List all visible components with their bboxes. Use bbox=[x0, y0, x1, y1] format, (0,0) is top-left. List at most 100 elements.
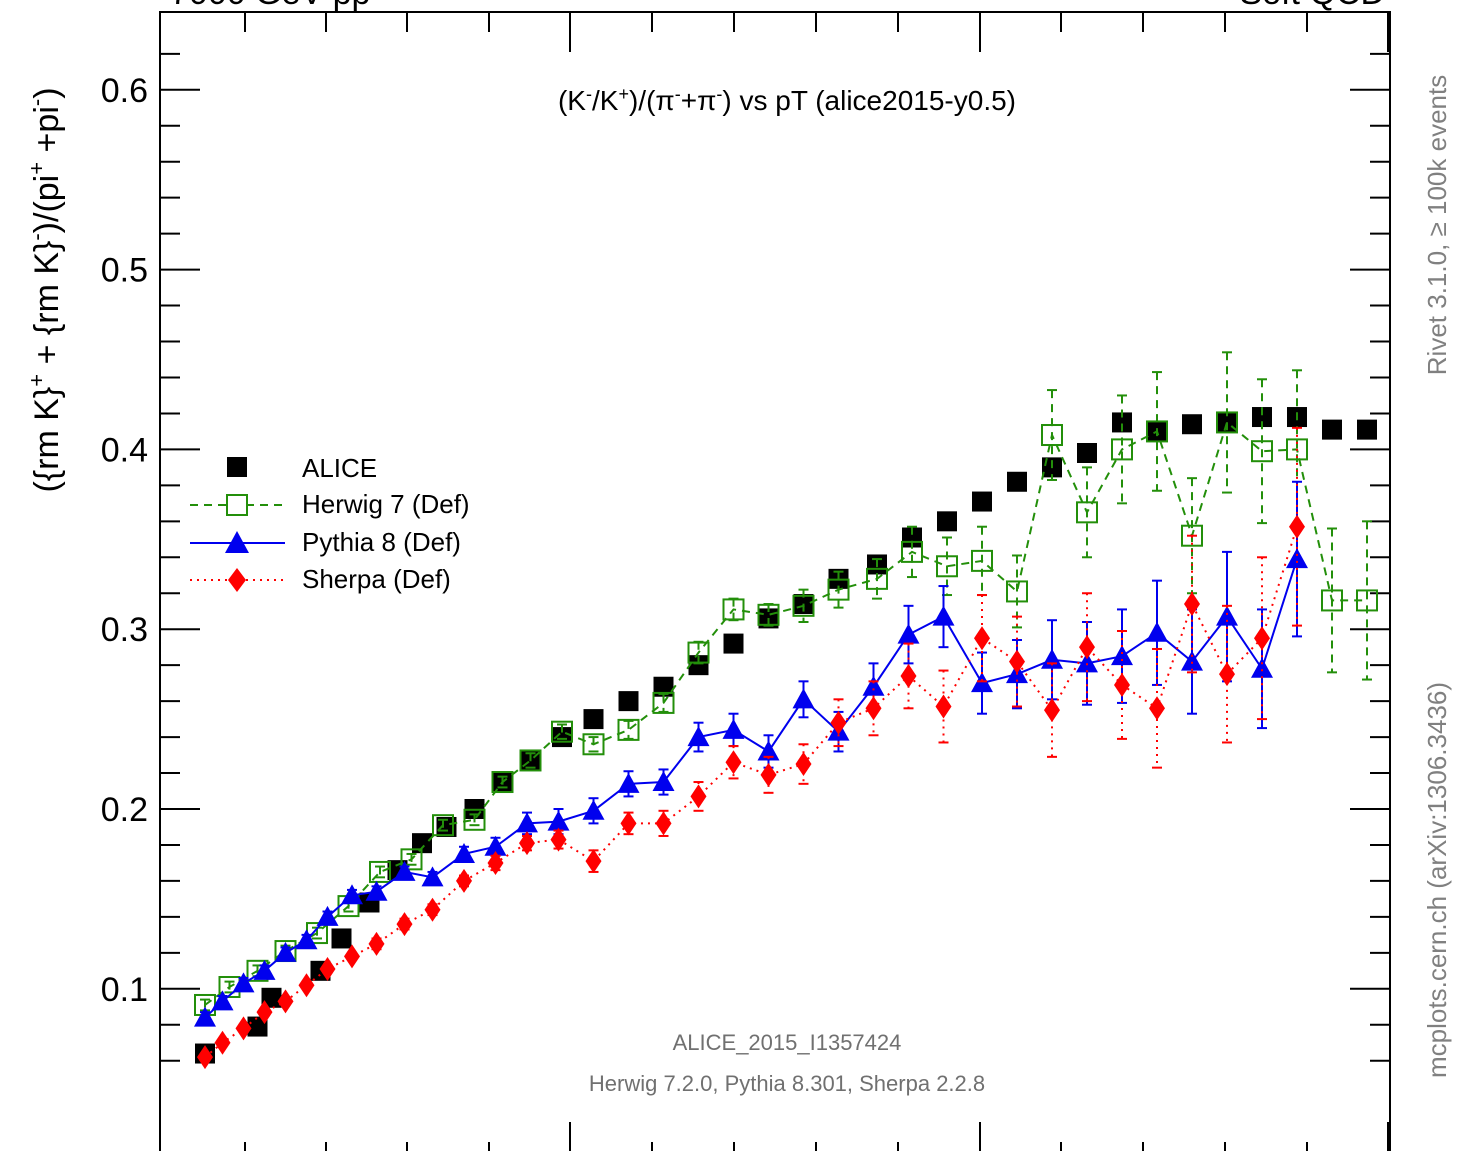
data-point bbox=[194, 1006, 216, 1027]
data-point bbox=[1286, 548, 1308, 569]
data-point bbox=[261, 987, 282, 1008]
data-point bbox=[1216, 605, 1238, 626]
data-point bbox=[1041, 648, 1063, 669]
data-point bbox=[1219, 662, 1235, 687]
data-point bbox=[1216, 411, 1238, 434]
data-point bbox=[519, 749, 542, 772]
data-point bbox=[1357, 419, 1377, 440]
mcplots-reference-text: mcplots.cern.ch (arXiv:1306.3436) bbox=[1422, 682, 1452, 1078]
data-point bbox=[516, 812, 538, 833]
data-point bbox=[582, 799, 605, 820]
legend-marker-herwig bbox=[226, 494, 248, 516]
data-point bbox=[1044, 698, 1060, 723]
data-point bbox=[1007, 471, 1027, 492]
data-point bbox=[341, 884, 363, 905]
data-point bbox=[1181, 524, 1203, 547]
data-point bbox=[463, 808, 486, 831]
data-point bbox=[618, 691, 639, 712]
data-point bbox=[247, 1016, 268, 1037]
y-tick-label: 0.1 bbox=[101, 971, 148, 1009]
data-point bbox=[1182, 414, 1202, 435]
plot-frame bbox=[159, 11, 1391, 1151]
data-point bbox=[582, 733, 605, 756]
analysis-name: ALICE_2015_I1357424 bbox=[673, 1030, 902, 1055]
data-point bbox=[1146, 621, 1168, 642]
y-axis-label: ({rm K}+ + {rm K}-)/(pi+ +pi-) bbox=[24, 87, 66, 492]
data-point bbox=[932, 605, 955, 626]
data-point bbox=[971, 549, 993, 572]
header-left-text: 7000 GeV pp bbox=[170, 0, 370, 12]
legend-label-pythia: Pythia 8 (Def) bbox=[302, 527, 461, 557]
data-point bbox=[319, 957, 336, 982]
data-point bbox=[1356, 589, 1378, 612]
data-point bbox=[253, 959, 276, 980]
data-point bbox=[688, 655, 709, 676]
data-point bbox=[436, 816, 457, 837]
data-point bbox=[331, 928, 352, 949]
data-point bbox=[295, 929, 318, 950]
legend-label-alice: ALICE bbox=[302, 453, 377, 483]
legend-label-sherpa: Sherpa (Def) bbox=[302, 564, 451, 594]
data-point bbox=[1322, 419, 1342, 440]
data-point bbox=[453, 842, 475, 863]
y-tick-label: 0.3 bbox=[101, 611, 148, 649]
data-point bbox=[1184, 592, 1200, 617]
data-point bbox=[211, 990, 234, 1011]
data-point bbox=[484, 835, 507, 856]
data-point bbox=[617, 718, 640, 741]
data-point bbox=[725, 750, 742, 775]
data-point bbox=[653, 676, 674, 697]
data-point bbox=[792, 688, 815, 709]
data-point bbox=[1111, 438, 1133, 461]
data-point bbox=[1076, 501, 1098, 524]
data-point bbox=[368, 931, 385, 956]
data-point bbox=[830, 710, 847, 735]
data-point bbox=[421, 866, 444, 887]
data-point bbox=[1041, 424, 1063, 447]
data-point bbox=[298, 973, 315, 998]
data-point bbox=[652, 771, 675, 792]
data-point bbox=[1252, 407, 1272, 428]
data-point bbox=[690, 784, 707, 809]
data-point bbox=[935, 694, 952, 719]
data-point bbox=[1321, 589, 1343, 612]
data-point bbox=[235, 1016, 252, 1041]
data-point bbox=[687, 726, 710, 747]
data-point bbox=[256, 1000, 273, 1025]
data-point bbox=[1254, 626, 1270, 651]
series-herwig-7-def bbox=[194, 351, 1378, 1016]
data-point bbox=[232, 972, 255, 993]
data-point bbox=[1251, 440, 1273, 463]
data-point bbox=[491, 771, 514, 794]
data-point bbox=[652, 691, 675, 714]
data-point bbox=[456, 868, 472, 893]
data-point bbox=[519, 831, 535, 856]
data-point bbox=[396, 912, 413, 937]
data-point bbox=[792, 594, 815, 617]
data-point bbox=[316, 905, 339, 926]
data-point bbox=[197, 1045, 213, 1070]
axis-ticks bbox=[160, 12, 1390, 1151]
legend: ALICE Herwig 7 (Def) Pythia 8 (Def) Sher… bbox=[190, 453, 470, 594]
data-point bbox=[795, 752, 812, 777]
y-tick-label: 0.2 bbox=[101, 791, 148, 829]
data-point bbox=[550, 827, 567, 852]
y-tick-label: 0.5 bbox=[101, 252, 148, 290]
data-point bbox=[974, 626, 990, 651]
data-point bbox=[1149, 696, 1165, 721]
data-point bbox=[937, 511, 957, 532]
series-layer bbox=[194, 351, 1378, 1070]
y-tick-label: 0.4 bbox=[101, 431, 148, 469]
data-point bbox=[1286, 438, 1308, 461]
data-point bbox=[365, 880, 388, 901]
series-sherpa-def bbox=[197, 426, 1305, 1070]
data-point bbox=[760, 762, 777, 787]
data-point bbox=[723, 633, 744, 654]
legend-label-herwig: Herwig 7 (Def) bbox=[302, 489, 470, 519]
data-point bbox=[1181, 650, 1203, 671]
legend-marker-sherpa bbox=[228, 568, 246, 592]
y-tick-label: 0.6 bbox=[101, 72, 148, 110]
generator-versions: Herwig 7.2.0, Pythia 8.301, Sherpa 2.2.8 bbox=[589, 1071, 985, 1096]
data-point bbox=[277, 989, 294, 1014]
